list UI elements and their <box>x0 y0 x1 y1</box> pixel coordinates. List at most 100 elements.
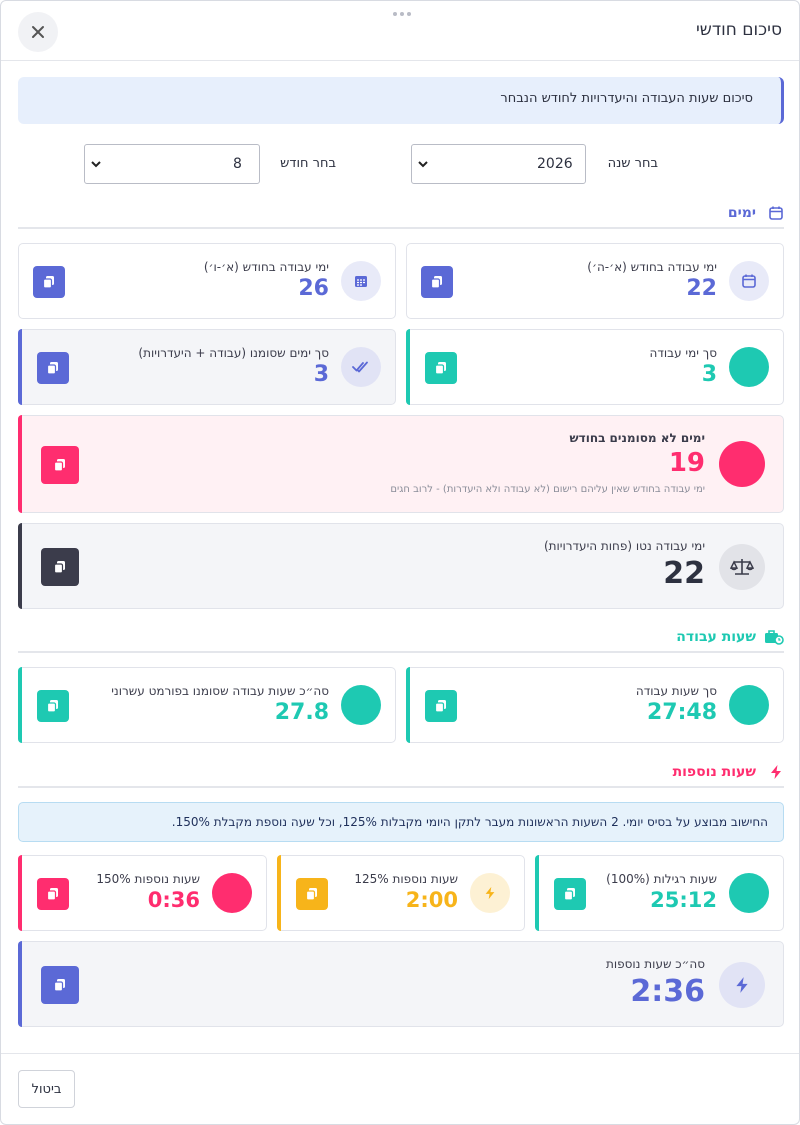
status-dot <box>729 685 769 725</box>
copy-button[interactable] <box>421 266 453 298</box>
info-banner: סיכום שעות העבודה והיעדרויות לחודש הנבחר <box>18 77 784 124</box>
card-value: 3 <box>701 362 717 387</box>
section-days-title: ימים <box>727 205 756 221</box>
copy-icon <box>46 362 58 375</box>
card-overtime-150: שעות נוספות 150% 0:36 <box>18 855 267 931</box>
card-decimal-hours: סה״כ שעות עבודה שסומנו בפורמט עשרוני 27.… <box>18 667 396 743</box>
card-workdays-sun-fri: ימי עבודה בחודש (א׳-ו׳) 26 <box>18 243 396 319</box>
copy-icon <box>53 561 65 574</box>
card-value: 0:36 <box>147 888 200 912</box>
copy-button[interactable] <box>425 352 457 384</box>
chevron-down-icon <box>91 161 101 168</box>
card-value: 27:48 <box>646 700 717 725</box>
lightning-icon <box>470 873 510 913</box>
drag-handle[interactable] <box>393 12 411 18</box>
card-label: שעות רגילות (100%) <box>606 872 717 886</box>
copy-icon <box>46 888 58 901</box>
copy-icon <box>53 459 65 472</box>
card-label: סך ימי עבודה <box>649 346 718 360</box>
card-overtime-125: שעות נוספות 125% 2:00 <box>277 855 525 931</box>
month-value: 8 <box>233 156 242 172</box>
card-value: 2:00 <box>405 888 458 912</box>
card-label: סה״כ שעות נוספות <box>605 957 705 971</box>
month-label: בחר חודש <box>280 156 336 171</box>
cancel-button[interactable]: ביטול <box>18 1070 75 1108</box>
month-select[interactable]: 8 <box>84 144 260 184</box>
card-label: ימי עבודה בחודש (א׳-ה׳) <box>587 260 717 274</box>
section-days: ימים <box>18 205 784 229</box>
calendar-icon <box>769 206 783 220</box>
card-label: ימי עבודה בחודש (א׳-ו׳) <box>203 260 329 274</box>
card-label: סך שעות עבודה <box>635 684 717 698</box>
copy-icon <box>46 700 58 713</box>
copy-button[interactable] <box>41 966 79 1004</box>
section-overtime: שעות נוספות <box>18 764 784 788</box>
status-dot <box>341 685 381 725</box>
calendar-icon <box>729 261 769 301</box>
section-work-hours-title: שעות עבודה <box>676 629 756 645</box>
status-dot <box>729 873 769 913</box>
card-unmarked-days: ימים לא מסומנים בחודש 19 ימי עבודה בחודש… <box>18 415 784 513</box>
card-label: ימי עבודה נטו (פחות היעדרויות) <box>543 539 705 553</box>
card-value: 26 <box>298 276 329 301</box>
copy-icon <box>305 888 317 901</box>
card-label: סה״כ שעות עבודה שסומנו בפורמט עשרוני <box>111 684 329 698</box>
copy-icon <box>53 979 65 992</box>
copy-icon <box>42 276 54 289</box>
copy-button[interactable] <box>554 878 586 910</box>
card-value: 25:12 <box>650 888 717 912</box>
section-overtime-title: שעות נוספות <box>672 764 756 780</box>
card-total-overtime: סה״כ שעות נוספות 2:36 <box>18 941 784 1027</box>
copy-button[interactable] <box>296 878 328 910</box>
card-value: 22 <box>663 556 705 591</box>
card-total-workdays: סך ימי עבודה 3 <box>406 329 784 405</box>
card-value: 2:36 <box>630 974 705 1009</box>
copy-button[interactable] <box>41 446 79 484</box>
copy-button[interactable] <box>37 878 69 910</box>
chevron-down-icon <box>418 161 428 168</box>
copy-button[interactable] <box>425 690 457 722</box>
double-check-icon <box>341 347 381 387</box>
lightning-icon <box>771 765 781 779</box>
card-value: 19 <box>668 448 705 478</box>
briefcase-clock-icon <box>765 630 784 645</box>
status-dot <box>212 873 252 913</box>
modal-title: סיכום חודשי <box>695 20 782 40</box>
copy-button[interactable] <box>37 690 69 722</box>
card-label: ימים לא מסומנים בחודש <box>569 431 705 445</box>
year-value: 2026 <box>537 156 573 172</box>
copy-button[interactable] <box>33 266 65 298</box>
calendar-grid-icon <box>341 261 381 301</box>
card-regular-hours: שעות רגילות (100%) 25:12 <box>535 855 784 931</box>
calculation-note: החישוב מבוצע על בסיס יומי. 2 השעות הראשו… <box>18 802 784 842</box>
section-work-hours: שעות עבודה <box>18 629 784 653</box>
copy-icon <box>434 362 446 375</box>
card-value: 22 <box>686 276 717 301</box>
card-value: 3 <box>313 362 329 387</box>
copy-icon <box>434 700 446 713</box>
lightning-icon <box>719 962 765 1008</box>
card-net-workdays: ימי עבודה נטו (פחות היעדרויות) 22 <box>18 523 784 609</box>
year-select[interactable]: 2026 <box>411 144 586 184</box>
copy-icon <box>563 888 575 901</box>
card-subtext: ימי עבודה בחודש שאין עליהם רישום (לא עבו… <box>390 484 705 495</box>
year-label: בחר שנה <box>607 156 658 171</box>
status-dot <box>719 441 765 487</box>
modal-header: סיכום חודשי <box>1 1 799 61</box>
copy-button[interactable] <box>41 548 79 586</box>
card-total-marked: סך ימים שסומנו (עבודה + היעדרויות) 3 <box>18 329 396 405</box>
card-value: 27.8 <box>274 700 329 725</box>
copy-icon <box>430 276 442 289</box>
card-label: סך ימים שסומנו (עבודה + היעדרויות) <box>138 346 329 360</box>
close-button[interactable] <box>18 12 58 52</box>
card-label: שעות נוספות 150% <box>96 872 200 886</box>
card-label: שעות נוספות 125% <box>354 872 458 886</box>
status-dot <box>729 347 769 387</box>
copy-button[interactable] <box>37 352 69 384</box>
card-total-hours: סך שעות עבודה 27:48 <box>406 667 784 743</box>
close-icon <box>32 26 44 38</box>
scale-icon <box>719 544 765 590</box>
modal-footer: ביטול <box>1 1053 799 1125</box>
card-workdays-sun-thu: ימי עבודה בחודש (א׳-ה׳) 22 <box>406 243 784 319</box>
